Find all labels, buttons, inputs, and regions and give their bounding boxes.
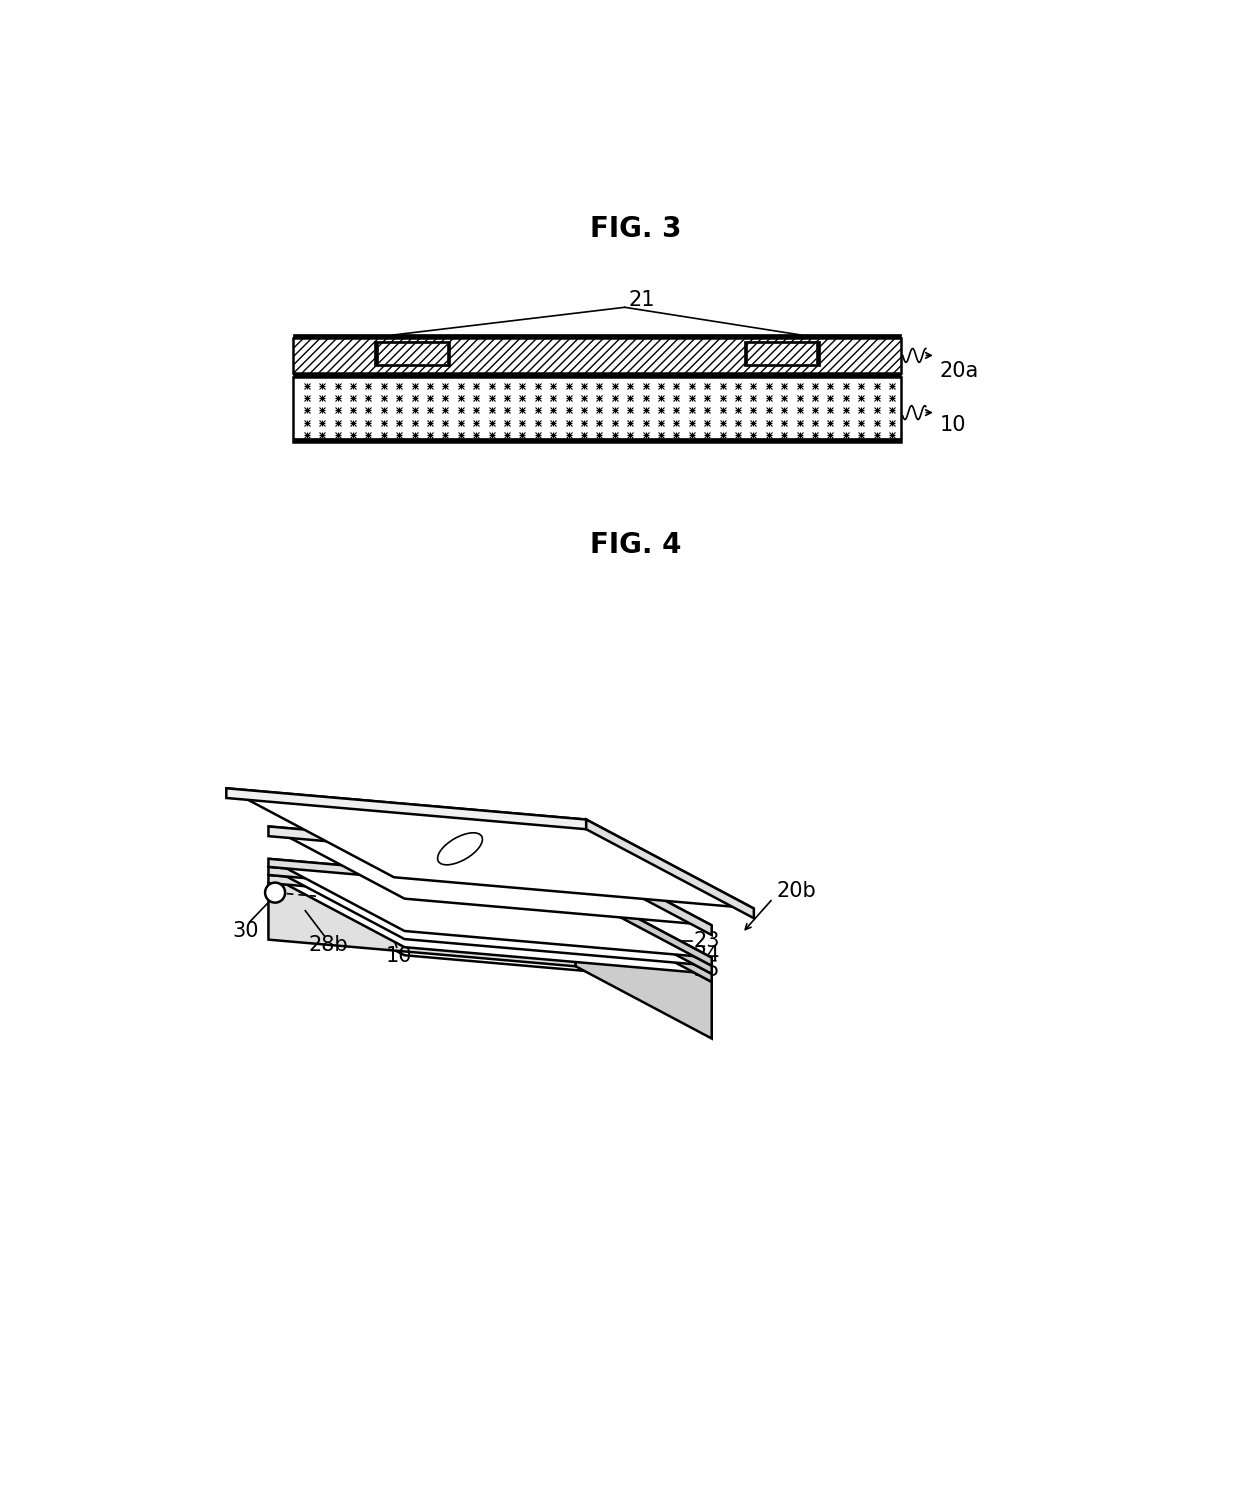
Circle shape	[265, 883, 285, 903]
Text: 25: 25	[693, 960, 719, 979]
Bar	[293, 439, 901, 442]
Polygon shape	[268, 859, 712, 958]
Polygon shape	[268, 867, 575, 901]
Text: FIG. 3: FIG. 3	[590, 215, 681, 243]
Text: 28b: 28b	[309, 936, 348, 955]
Polygon shape	[227, 789, 754, 909]
Text: 20b: 20b	[776, 880, 817, 901]
Bar	[293, 335, 901, 338]
Polygon shape	[587, 820, 754, 918]
Polygon shape	[268, 826, 712, 925]
Polygon shape	[268, 826, 575, 862]
Ellipse shape	[438, 832, 482, 865]
Bar	[374, 341, 450, 366]
Text: 20a: 20a	[940, 360, 978, 382]
Polygon shape	[227, 789, 587, 829]
Text: 24: 24	[693, 945, 719, 966]
Text: 10: 10	[386, 946, 412, 966]
Polygon shape	[575, 894, 712, 973]
Polygon shape	[575, 910, 712, 1038]
Bar	[293, 338, 901, 372]
Bar	[748, 344, 816, 363]
Bar	[744, 341, 820, 366]
Polygon shape	[575, 886, 712, 966]
Text: 23: 23	[693, 931, 719, 951]
Text: 21: 21	[629, 290, 655, 309]
Bar	[293, 377, 901, 442]
Polygon shape	[268, 867, 712, 966]
Polygon shape	[268, 876, 575, 910]
Text: 27: 27	[382, 804, 408, 825]
Polygon shape	[268, 883, 575, 966]
Text: 30: 30	[233, 921, 259, 942]
Polygon shape	[575, 853, 712, 936]
Text: FIG. 4: FIG. 4	[590, 530, 681, 559]
Polygon shape	[268, 876, 712, 973]
Text: 10: 10	[940, 415, 966, 436]
Bar	[293, 372, 901, 377]
Polygon shape	[268, 859, 575, 894]
Polygon shape	[268, 883, 712, 982]
Bar	[377, 344, 446, 363]
Polygon shape	[575, 901, 712, 982]
